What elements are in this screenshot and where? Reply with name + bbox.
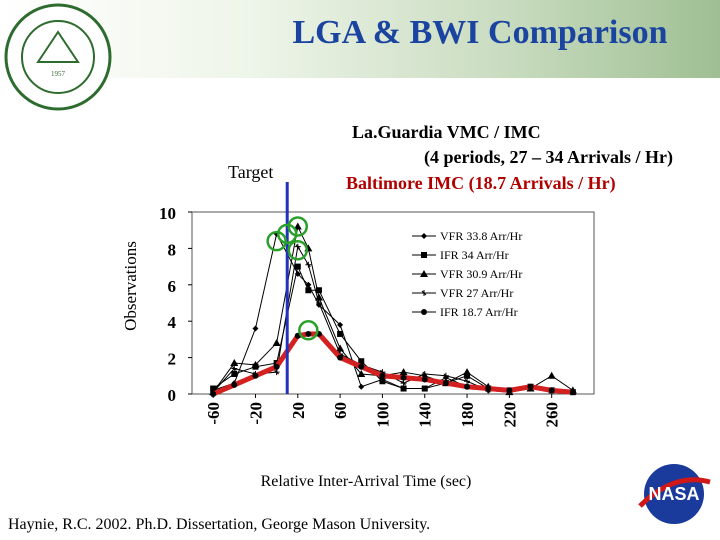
series-2-point [230,359,239,367]
series-4-point [548,387,555,394]
x-tick-label: 20 [289,402,308,419]
series-4-point [252,372,259,379]
circled-point [298,320,319,341]
series-1-point [358,358,365,365]
series-2-point [547,371,556,379]
series-4-point [527,383,534,390]
legend-marker [420,270,428,277]
x-tick-label: 60 [331,402,350,419]
y-tick-label: 8 [168,240,177,259]
nasa-logo: NASA [638,464,711,524]
series-4-point [305,330,312,337]
series-4-point [569,389,576,396]
series-1-point [231,370,238,377]
series-4-point [400,374,407,381]
credit-text: Haynie, R.C. 2002. Ph.D. Dissertation, G… [8,516,431,533]
seal-year: 1957 [51,70,66,78]
series-0-point [358,383,365,390]
legend-marker [421,309,427,315]
series-3-point [315,300,322,306]
series-3-point [464,378,471,385]
series-4-point [464,383,471,390]
x-axis-label: Relative Inter-Arrival Time (sec) [261,473,472,490]
y-tick-label: 0 [168,386,177,405]
series-1-point [464,372,471,379]
series-1-point [421,385,428,392]
series-3-point [273,369,280,376]
legend-entry: VFR 27 Arr/Hr [440,286,513,300]
circled-point [287,216,309,237]
y-tick-label: 4 [168,313,177,332]
series-1-point [305,287,312,294]
legend-marker [421,233,427,239]
series-3-point [231,365,238,372]
series-1-point [294,263,301,270]
series-3-point [421,370,428,377]
series-3-point [305,261,312,268]
x-tick-label: 260 [543,402,562,428]
legend-entry: IFR 18.7 Arr/Hr [440,305,518,319]
series-2-point [293,222,302,230]
x-tick-label: 220 [500,402,519,428]
slide-title: LGA & BWI Comparison [292,14,668,51]
circled-point [266,230,287,252]
series-4-point [358,363,365,370]
series-4-point [231,381,238,388]
header-band [0,0,720,78]
y-tick-label: 2 [168,350,177,369]
series-3-point [294,243,301,250]
legend-marker [421,290,427,296]
annotation-baltimore: Baltimore IMC (18.7 Arrivals / Hr) [346,173,616,193]
series-0-point [252,325,259,332]
annotation-title-1: La.Guardia VMC / IMC [352,122,541,142]
series-4-point [442,380,449,387]
series-2-point [314,293,323,301]
x-tick-label: 100 [373,402,392,428]
series-3-point [400,380,407,387]
series-2-point [357,369,366,377]
series-4-point [421,376,428,383]
series-1-point [315,287,322,294]
plot-area [191,211,595,395]
y-axis-label: Observations [121,241,140,331]
legend-entry: IFR 34 Arr/Hr [440,248,509,262]
series-4-point [506,387,513,394]
x-tick-label: -60 [204,402,223,425]
circled-point [287,239,309,261]
nasa-logo-text: NASA [648,484,699,504]
gmu-seal-logo: 1957 [4,3,112,111]
x-tick-label: 180 [458,402,477,428]
series-4-point [485,385,492,392]
series-2-point [463,368,472,376]
legend-entry: VFR 30.9 Arr/Hr [440,267,522,281]
series-4-point [379,372,386,379]
series-4-point [337,354,344,361]
x-tick-label: 140 [416,402,435,428]
series-4-point [273,363,280,370]
y-tick-label: 6 [168,277,177,296]
series-2-point [251,360,260,368]
legend-marker [421,252,427,258]
series-1-point [337,330,344,337]
x-tick-label: -20 [246,402,265,425]
series-1-point [400,385,407,392]
series-2-point [399,368,408,376]
series-0-point [337,321,344,328]
series-4-point [210,391,217,397]
target-label: Target [228,162,274,182]
series-2-point [272,339,281,347]
legend-entry: VFR 33.8 Arr/Hr [440,229,522,243]
circled-point [276,223,298,245]
series-1-point [379,378,386,385]
y-tick-label: 10 [159,204,176,223]
series-3-point [442,372,449,379]
annotation-title-2: (4 periods, 27 – 34 Arrivals / Hr) [424,147,673,167]
